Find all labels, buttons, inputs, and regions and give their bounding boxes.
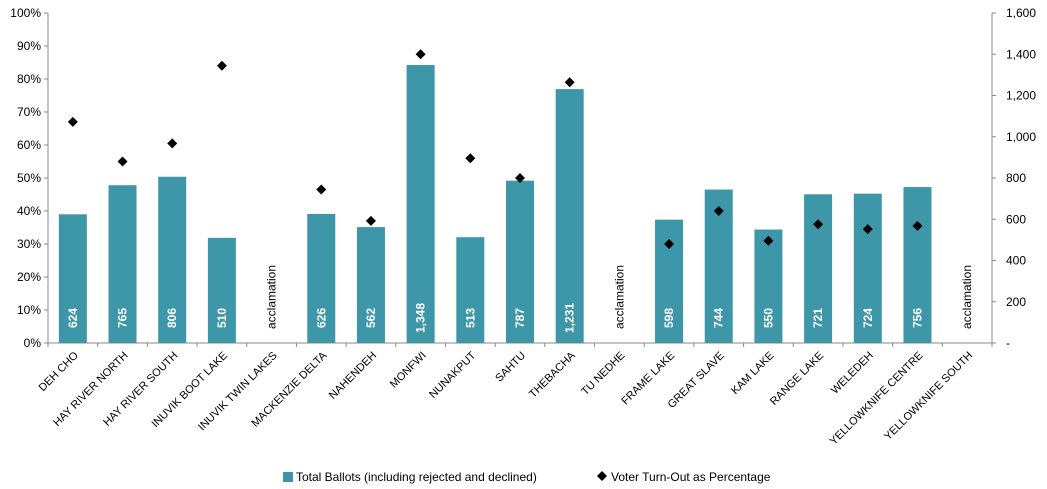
bar-value-label: 787: [513, 308, 527, 328]
ballot-bar: [307, 213, 336, 343]
left-tick-label: 0%: [24, 336, 42, 350]
turnout-point: [117, 156, 128, 167]
right-tick-label: 200: [1006, 295, 1026, 309]
turnout-point: [862, 224, 873, 235]
bar-value-label: 550: [761, 308, 775, 328]
ballot-bar: [903, 187, 932, 343]
category-label: YELLOWKNIFE CENTRE: [828, 350, 926, 448]
bar-value-label: 765: [116, 308, 130, 328]
right-tick-label: 1,600: [1006, 6, 1036, 20]
left-tick-label: 70%: [17, 105, 41, 119]
acclamation-label: acclamation: [612, 265, 626, 329]
category-label: KAM LAKE: [729, 350, 776, 397]
bar-value-label: 721: [811, 308, 825, 328]
turnout-point: [167, 138, 178, 149]
bar-value-label: 744: [712, 308, 726, 328]
left-tick-label: 40%: [17, 204, 41, 218]
right-tick-label: 1,000: [1006, 130, 1036, 144]
left-tick-label: 10%: [17, 303, 41, 317]
right-tick-label: -: [1006, 336, 1010, 350]
right-tick-label: 1,200: [1006, 89, 1036, 103]
left-tick-label: 30%: [17, 237, 41, 251]
turnout-point: [713, 206, 724, 216]
legend-bar-label: Total Ballots (including rejected and de…: [296, 470, 537, 484]
bar-value-label: 562: [364, 308, 378, 328]
category-label: NAHENDEH: [327, 350, 379, 402]
turnout-point: [316, 184, 327, 195]
legend-diamond-icon: [597, 471, 607, 481]
bar-value-label: 510: [215, 308, 229, 328]
ballot-bar: [456, 237, 485, 343]
bar-value-label: 1,231: [563, 303, 577, 333]
left-tick-label: 60%: [17, 138, 41, 152]
left-tick-label: 90%: [17, 39, 41, 53]
legend: Total Ballots (including rejected and de…: [283, 470, 771, 484]
right-tick-label: 1,400: [1006, 47, 1036, 61]
left-tick-label: 100%: [10, 6, 41, 20]
turnout-point: [515, 173, 525, 183]
right-tick-label: 800: [1006, 171, 1026, 185]
category-label: WELEDEH: [829, 350, 876, 397]
category-label: RANGE LAKE: [768, 350, 826, 408]
ballot-bar: [555, 89, 584, 343]
right-tick-label: 600: [1006, 212, 1026, 226]
left-tick-label: 20%: [17, 270, 41, 284]
turnout-point: [912, 220, 923, 231]
right-tick-label: 400: [1006, 254, 1026, 268]
turnout-point: [365, 215, 376, 226]
bar-value-label: 724: [861, 308, 875, 328]
turnout-point: [67, 116, 78, 127]
legend-bar-swatch: [283, 472, 293, 482]
bars: 624 765 806 510 acclamation 626 562 1,348 513 787…: [58, 64, 974, 343]
bar-value-label: 1,348: [414, 303, 428, 333]
ballot-bar: [207, 237, 236, 343]
ballot-bar: [58, 214, 87, 343]
bar-value-label: 598: [662, 308, 676, 328]
ballot-bar: [356, 227, 385, 343]
ballot-bar: [406, 64, 435, 343]
category-label: SAHTU: [493, 350, 528, 385]
legend-turnout-label: Voter Turn-Out as Percentage: [611, 470, 771, 484]
bar-value-label: 624: [66, 308, 80, 328]
left-tick-label: 80%: [17, 72, 41, 86]
turnout-point: [564, 77, 575, 88]
category-label: THEBACHA: [527, 349, 578, 400]
turnout-markers: [67, 49, 923, 249]
ballot-bar: [506, 180, 534, 343]
category-label: TU NEDHE: [579, 350, 627, 398]
axes: 0% 10% 20% 30% 40% 50% 60% 70% 80% 90% 100% - 200 400…: [10, 6, 1036, 350]
turnout-point: [216, 60, 227, 71]
category-label: NUNAKPUT: [427, 349, 478, 400]
category-label: DEH CHO: [37, 349, 82, 394]
bar-value-label: 513: [463, 308, 477, 328]
ballot-bar: [108, 185, 137, 343]
category-label: YELLOWKNIFE SOUTH: [882, 350, 975, 443]
ballot-bar: [853, 193, 882, 343]
turnout-point: [415, 49, 426, 60]
bar-value-label: 806: [165, 308, 179, 328]
ballot-bar: [754, 229, 783, 343]
ballot-bar: [158, 176, 187, 343]
ballot-bar: [804, 194, 833, 343]
turnout-point: [664, 239, 675, 249]
acclamation-label: acclamation: [265, 265, 279, 329]
bar-value-label: 756: [910, 308, 924, 328]
category-label: MONFWI: [388, 350, 429, 391]
turnout-point: [465, 153, 476, 164]
acclamation-label: acclamation: [960, 265, 974, 329]
turnout-point: [763, 235, 774, 246]
left-tick-label: 50%: [17, 171, 41, 185]
bar-value-label: 626: [314, 308, 328, 328]
turnout-point: [813, 219, 824, 230]
